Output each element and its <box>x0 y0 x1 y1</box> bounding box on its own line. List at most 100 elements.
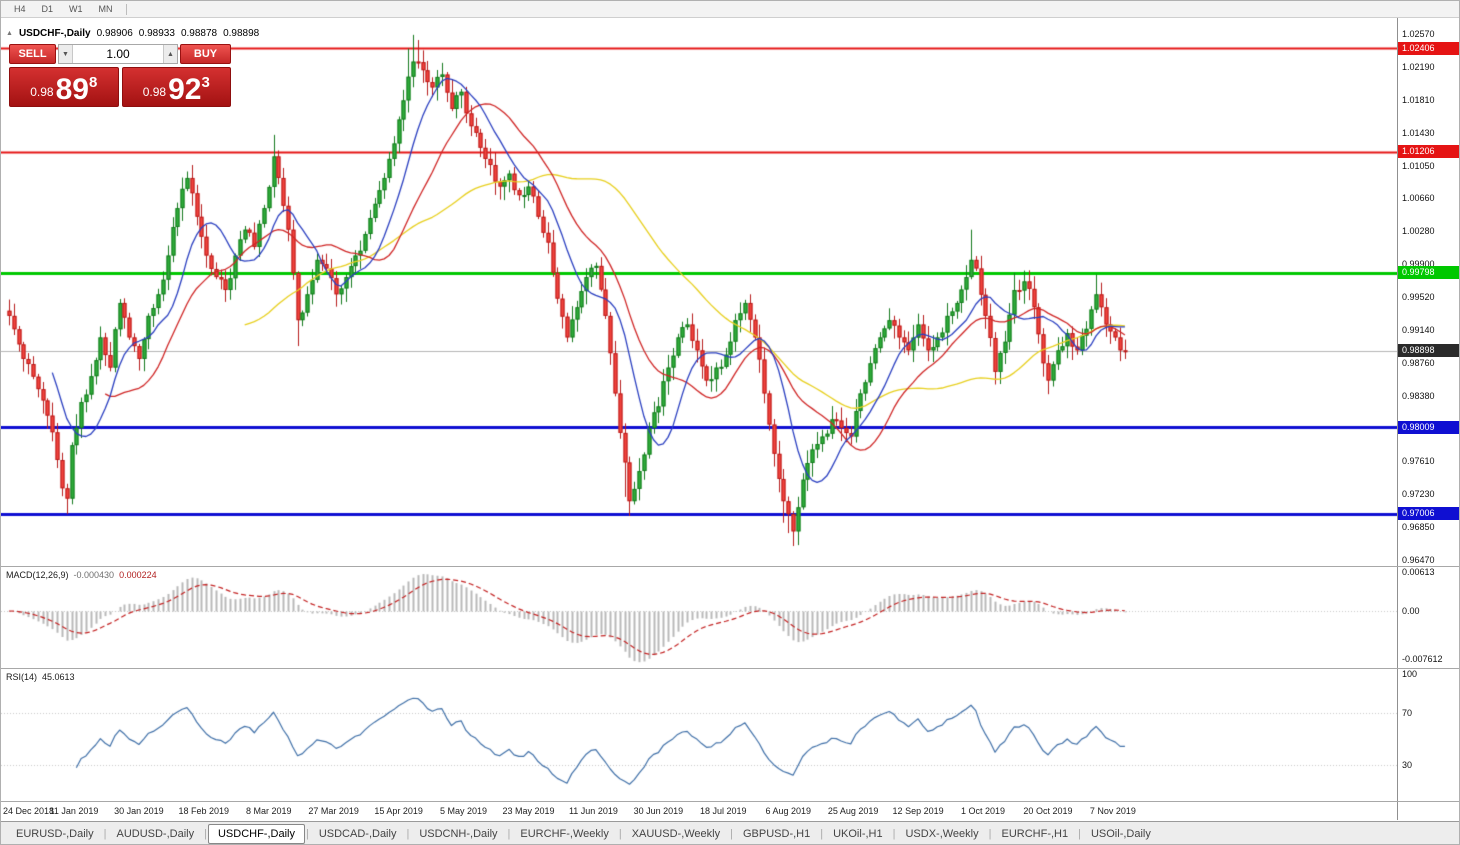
price-tick: 1.01050 <box>1402 160 1435 171</box>
chart-title: ▲ USDCHF-,Daily 0.98906 0.98933 0.98878 … <box>6 28 259 39</box>
macd-canvas[interactable] <box>1 567 1397 667</box>
chart-tab-eurchf-weekly[interactable]: EURCHF-,Weekly <box>520 828 609 840</box>
chart-tab-bar: EURUSD-,Daily | AUDUSD-,Daily | USDCHF-,Dail… <box>1 821 1459 844</box>
time-axis[interactable]: 24 Dec 2018 11 Jan 2019 30 Jan 2019 18 Feb … <box>1 802 1397 820</box>
chart-tab-audusd-daily[interactable]: AUDUSD-,Daily <box>116 828 195 840</box>
chart-tab-ukoil-h1[interactable]: UKOil-,H1 <box>833 828 883 840</box>
toolbar-separator <box>125 3 127 15</box>
buy-price-big: 92 <box>168 73 202 106</box>
date-label: 1 Oct 2019 <box>961 806 1006 816</box>
sell-price-display[interactable]: 0.98 89 8 <box>9 67 119 107</box>
volume-value[interactable]: 1.00 <box>106 47 130 61</box>
rsi-value: 45.0613 <box>42 672 75 682</box>
price-tick: 0.97610 <box>1402 456 1435 467</box>
tab-separator: | <box>988 828 992 840</box>
buy-price-prefix: 0.98 <box>142 85 167 99</box>
rsi-name: RSI(14) <box>6 672 38 682</box>
chart-tab-usdcad-daily[interactable]: USDCAD-,Daily <box>318 828 397 840</box>
price-tick: 0.99900 <box>1402 259 1435 270</box>
sell-button[interactable]: SELL <box>9 44 56 64</box>
macd-name: MACD(12,26,9) <box>6 570 69 580</box>
volume-stepper[interactable]: ▼ 1.00 ▲ <box>58 44 178 64</box>
price-tick: 1.02190 <box>1402 61 1435 72</box>
rsi-indicator-label: RSI(14) 45.0613 <box>6 672 75 682</box>
price-tick: 1.01430 <box>1402 127 1435 138</box>
timeframe-button-w1[interactable]: W1 <box>69 4 83 14</box>
price-tick: 0.99140 <box>1402 324 1435 335</box>
price-tick: 1.01810 <box>1402 94 1435 105</box>
chart-tab-eurusd-daily[interactable]: EURUSD-,Daily <box>16 828 94 840</box>
rsi-axis-label: 30 <box>1402 760 1413 770</box>
volume-decrease-button[interactable]: ▼ <box>59 45 73 63</box>
tab-separator: | <box>618 828 622 840</box>
timeframe-button-d1[interactable]: D1 <box>41 4 54 14</box>
price-tick: 0.96850 <box>1402 522 1435 533</box>
macd-value: -0.000430 <box>73 570 115 580</box>
date-label: 23 May 2019 <box>502 806 555 816</box>
date-label: 27 Mar 2019 <box>308 806 359 816</box>
rsi-axis-label: 70 <box>1402 708 1413 718</box>
price-tick: 0.96470 <box>1402 555 1435 565</box>
volume-increase-button[interactable]: ▲ <box>163 45 177 63</box>
price-tick: 0.97230 <box>1402 489 1435 500</box>
price-level-label: 1.02406 <box>1398 42 1459 55</box>
ohlc-open: 0.98906 <box>96 28 133 39</box>
date-label: 6 Aug 2019 <box>765 806 811 816</box>
buy-price-display[interactable]: 0.98 92 3 <box>121 67 231 107</box>
price-tick: 0.98760 <box>1402 357 1435 368</box>
panel-divider[interactable] <box>1 668 1459 669</box>
price-axis[interactable]: 1.02570 1.02190 1.01810 1.01430 1.01050 1.006… <box>1397 18 1459 820</box>
rsi-canvas[interactable] <box>1 669 1397 801</box>
chart-tab-usdx-weekly[interactable]: USDX-,Weekly <box>905 828 979 840</box>
tab-separator: | <box>103 828 107 840</box>
date-label: 18 Jul 2019 <box>700 806 747 816</box>
price-tick: 1.02570 <box>1402 29 1435 39</box>
sell-price-pip: 8 <box>88 74 98 91</box>
current-price-label: 0.98898 <box>1398 344 1459 357</box>
tab-separator: | <box>305 828 309 840</box>
chart-tab-usdchf-daily[interactable]: USDCHF-,Daily <box>207 824 305 844</box>
tab-separator: | <box>820 828 824 840</box>
tab-separator: | <box>406 828 410 840</box>
timeframe-button-h4[interactable]: H4 <box>14 4 26 14</box>
chart-tab-xauusd-weekly[interactable]: XAUUSD-,Weekly <box>631 828 721 840</box>
sell-price-big: 89 <box>55 73 89 106</box>
chart-tab-usdcnh-daily[interactable]: USDCNH-,Daily <box>419 828 498 840</box>
price-chart-canvas[interactable] <box>1 19 1397 565</box>
symbol-title: USDCHF-,Daily <box>18 28 91 39</box>
price-level-label: 0.97006 <box>1398 507 1459 520</box>
price-tick: 0.98380 <box>1402 390 1435 401</box>
price-level-label: 1.01206 <box>1398 145 1459 158</box>
timeframe-toolbar: H4 D1 W1 MN <box>1 1 1459 18</box>
macd-axis-label: 0.00 <box>1402 606 1420 616</box>
date-label: 11 Jun 2019 <box>568 806 618 816</box>
price-tick: 0.99520 <box>1402 292 1435 302</box>
chart-tab-gbpusd-h1[interactable]: GBPUSD-,H1 <box>742 828 811 840</box>
date-label: 30 Jan 2019 <box>114 806 164 816</box>
timeframe-button-mn[interactable]: MN <box>98 4 113 14</box>
price-tick: 1.00660 <box>1402 193 1435 204</box>
chart-tab-eurchf-h1[interactable]: EURCHF-,H1 <box>1001 828 1069 840</box>
panel-divider[interactable] <box>1 801 1459 802</box>
ohlc-low: 0.98878 <box>180 28 218 39</box>
ohlc-high: 0.98933 <box>138 28 175 39</box>
date-label: 7 Nov 2019 <box>1089 806 1136 816</box>
collapse-triangle-icon[interactable]: ▲ <box>6 30 13 37</box>
sell-price-prefix: 0.98 <box>30 85 54 99</box>
tab-separator: | <box>1078 828 1081 840</box>
date-label: 30 Jun 2019 <box>633 806 684 816</box>
tab-separator: | <box>730 828 733 840</box>
price-level-label: 0.98009 <box>1398 421 1459 434</box>
panel-divider[interactable] <box>1 566 1459 567</box>
date-label: 15 Apr 2019 <box>374 806 423 816</box>
buy-button[interactable]: BUY <box>180 44 231 64</box>
chart-tab-usoil-daily[interactable]: USOil-,Daily <box>1090 828 1151 840</box>
price-tick: 1.00280 <box>1402 226 1435 237</box>
buy-price-pip: 3 <box>201 74 210 91</box>
tab-separator: | <box>204 828 207 840</box>
date-label: 20 Oct 2019 <box>1023 806 1073 816</box>
date-label: 8 Mar 2019 <box>245 806 292 816</box>
date-label: 5 May 2019 <box>440 806 488 816</box>
date-label: 24 Dec 2018 <box>3 806 55 816</box>
